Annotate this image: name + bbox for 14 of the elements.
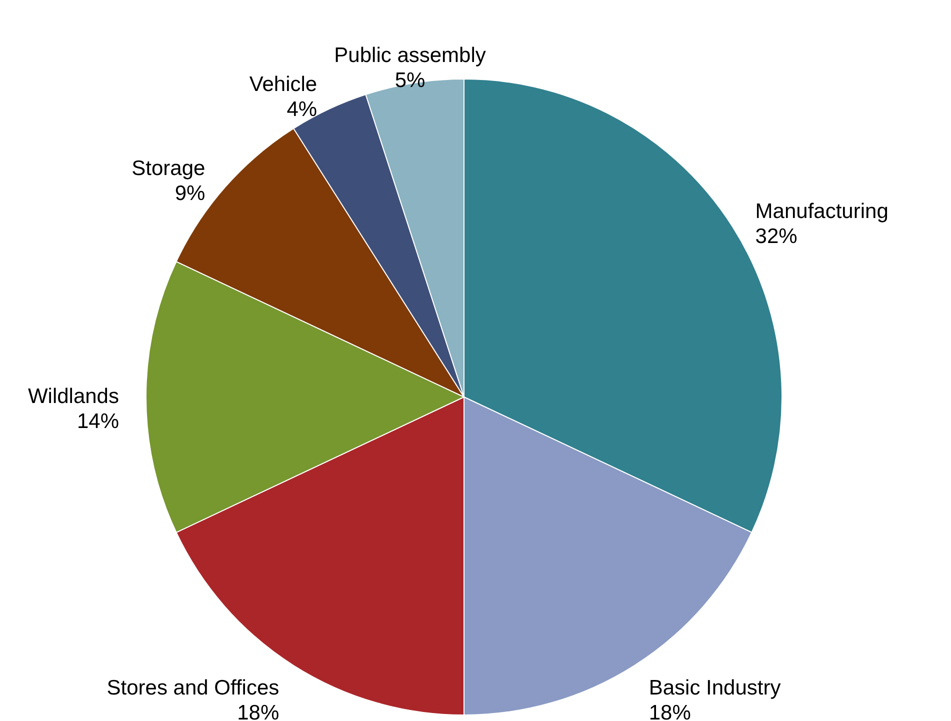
- slice-label: Vehicle: [249, 72, 318, 96]
- slice-label: Wildlands: [28, 385, 119, 408]
- data-label: 4%: [286, 98, 318, 121]
- data-label: 18%: [237, 701, 280, 721]
- slice-label: Stores and Offices: [106, 676, 280, 700]
- slice-label: Storage: [132, 156, 206, 180]
- slice-label: Public assembly: [334, 44, 486, 68]
- data-label: 18%: [648, 701, 691, 721]
- data-label: 9%: [174, 182, 206, 205]
- data-label: 14%: [76, 410, 119, 433]
- slice-label: Manufacturing: [755, 200, 888, 224]
- data-label: 5%: [394, 69, 426, 92]
- data-label: 32%: [755, 225, 798, 248]
- slice-label: Basic Industry: [648, 676, 782, 700]
